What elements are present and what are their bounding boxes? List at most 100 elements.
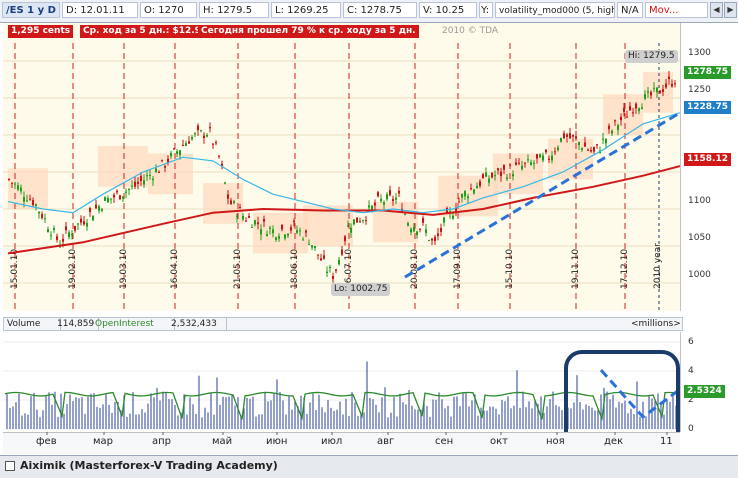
open-field: O: 1270 [140,2,197,18]
volume-tick-label: 2 [688,395,694,405]
price-candle [431,238,433,241]
price-candle [641,107,643,110]
price-candle [239,207,241,209]
price-candle [554,151,556,153]
price-candle [389,190,391,196]
price-candle [626,116,628,118]
price-candle [560,137,562,142]
month-label: авг [377,436,395,447]
price-candle [368,205,370,208]
price-tick-label: 1000 [688,270,711,280]
price-tick-label: 1300 [688,48,711,58]
date-mark-label: 15.10.10 [505,249,515,289]
price-candle [659,90,661,94]
volume-tick-label: 0 [688,424,694,434]
annotation-v-line [599,369,684,420]
symbol-field[interactable]: /ES 1 у D [2,2,60,18]
price-candle [317,254,319,256]
price-candle [290,227,292,231]
price-tick-label: 1250 [688,85,711,95]
price-candle [605,138,607,144]
today-percent-badge: Сегодня прошел 79 % к ср. ходу за 5 дн. [198,25,419,38]
price-candle [566,134,568,137]
volume-chart-area[interactable] [3,332,684,452]
price-candle [110,198,112,200]
price-candle [413,227,415,232]
price-candle [281,224,283,230]
month-label: май [212,436,233,447]
price-candle [125,191,127,193]
price-candle [314,246,316,248]
price-candle [200,130,202,132]
price-candle [278,236,280,239]
price-candle [482,174,484,179]
price-candle [593,147,595,152]
price-candle [260,229,262,235]
scroll-right-button[interactable]: ▶ [724,2,737,18]
price-candle [455,207,457,212]
price-candle [17,185,19,190]
volume-profile-block [203,183,243,224]
price-candle [224,182,226,184]
price-candle [47,229,49,233]
price-candle [647,91,649,93]
price-candle [416,231,418,236]
date-mark-label: 19.03.10 [119,249,129,289]
avg-move-badge: Ср. ход за 5 дн.: $12.95 [80,25,211,38]
date-mark-label: 20.08.10 [410,249,420,289]
price-candle [614,120,616,122]
price-candle [623,107,625,112]
price-candle [245,220,247,222]
price-candle [467,196,469,199]
price-candle [620,116,622,121]
price-candle [68,232,70,238]
price-candle [461,194,463,198]
price-candle [230,200,232,205]
month-label: 11 [660,436,673,447]
month-label: июл [321,436,343,447]
indicator-field[interactable]: volatility_mod000 (5, high_minus_low, 1) [495,2,615,18]
price-candle [203,135,205,139]
price-candle [476,185,478,189]
price-candle [41,214,43,219]
price-candle [428,240,430,242]
price-candle [143,180,145,185]
date-mark-label: 18.06.10 [290,249,300,289]
price-candle [353,219,355,225]
mov-field[interactable]: Mov... [645,2,708,18]
price-candle [671,83,673,87]
window-icon[interactable] [5,461,15,471]
price-candle [611,130,613,134]
price-candle [11,182,13,184]
price-candle [155,168,157,172]
price-candle [404,213,406,215]
price-candle [443,217,445,223]
na-field: N/A [617,2,643,18]
time-axis [3,431,680,454]
price-candle [548,158,550,160]
price-candle [545,149,547,153]
price-candle [248,216,250,218]
price-candle [86,223,88,227]
price-chart-area[interactable]: 15.01.10 19.02.10 19.03.10 16.04.10 21.05.10… [3,23,681,311]
low-label: Lo: 1002.75 [331,283,391,296]
price-candle [296,230,298,233]
price-candle [347,225,349,227]
price-candle [524,162,526,164]
price-candle [50,235,52,237]
price-candle [158,172,160,174]
price-candle [221,163,223,167]
price-candle [335,269,337,271]
price-candle [146,175,148,177]
price-candle [521,165,523,170]
month-label: дек [604,436,624,447]
date-mark-label: 17.12.10 [620,249,630,289]
low-field: L: 1269.25 [271,2,341,18]
price-candle [14,183,16,185]
price-candle [179,150,181,156]
price-candle [284,234,286,239]
date-mark-label: 16.07.10 [344,249,354,289]
price-candle [140,175,142,182]
price-candle [359,221,361,223]
scroll-left-button[interactable]: ◀ [710,2,723,18]
